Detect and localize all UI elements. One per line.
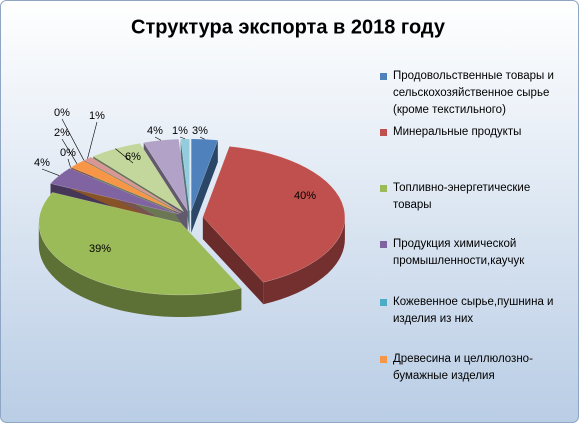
slice [83,156,182,213]
legend-item: Древесина и целлюлозно-бумажные изделия [378,351,568,385]
legend-item: Минеральные продукты [378,124,568,141]
leader-line [61,118,85,161]
data-labels: 3%40%39%4%0%2%0% 1%6%4% 1% [34,107,316,255]
legend-label: Кожевенное сырье,пушнина и изделия из ни… [393,296,554,325]
legend-swatch [380,356,387,363]
data-label: 4% [34,157,50,169]
data-label: 1% [89,110,105,122]
chart-title: Структура экспорта в 2018 году [131,16,446,38]
legend-item: Кожевенное сырье,пушнина и изделия из ни… [378,294,568,328]
leader-line [179,136,186,140]
legend-label: Древесина и целлюлозно-бумажные изделия [393,353,533,382]
pie-tops [38,138,346,296]
data-label: 2% [54,127,70,139]
legend-label: Минеральные продукты [393,126,522,138]
data-label: 4% [147,125,163,137]
slice-side [38,223,242,318]
slice [70,167,180,214]
legend-item: Топливно-энергетические товары [378,180,568,214]
slice [92,142,184,212]
slice [38,192,242,296]
legend-item: Продукция химической промышленности,кауч… [378,236,568,270]
data-label: 39% [89,243,111,255]
leader-line [115,148,134,164]
leader-line [67,158,71,168]
leader-line [61,138,78,164]
legend-swatch [380,241,387,248]
data-label: 6% [125,151,141,163]
leader-line [41,168,60,176]
leader-line [87,121,98,159]
slice-wall [191,140,218,233]
slice [70,160,181,214]
data-label: 3% [192,125,208,137]
data-label: 1% [172,125,188,137]
slice [180,138,190,211]
slice [143,138,188,212]
legend-label: Топливно-энергетические товары [393,182,531,211]
legend-label: Продукция химической промышленности,кауч… [393,238,525,267]
slice-side [263,217,345,305]
legend-swatch [380,73,387,80]
leader-line [199,136,205,140]
legend-label: Продовольственные товары и сельскохозяйс… [393,70,554,116]
legend-item: Продовольственные товары и сельскохозяйс… [378,68,568,119]
data-label: 0% [54,107,70,119]
leader-line [154,136,162,141]
legend-swatch [380,185,387,192]
data-label: 40% [294,190,316,202]
slice [202,146,346,283]
slice [190,138,219,211]
legend-swatch [380,299,387,306]
legend-swatch [380,129,387,136]
slice-wall [202,217,264,305]
